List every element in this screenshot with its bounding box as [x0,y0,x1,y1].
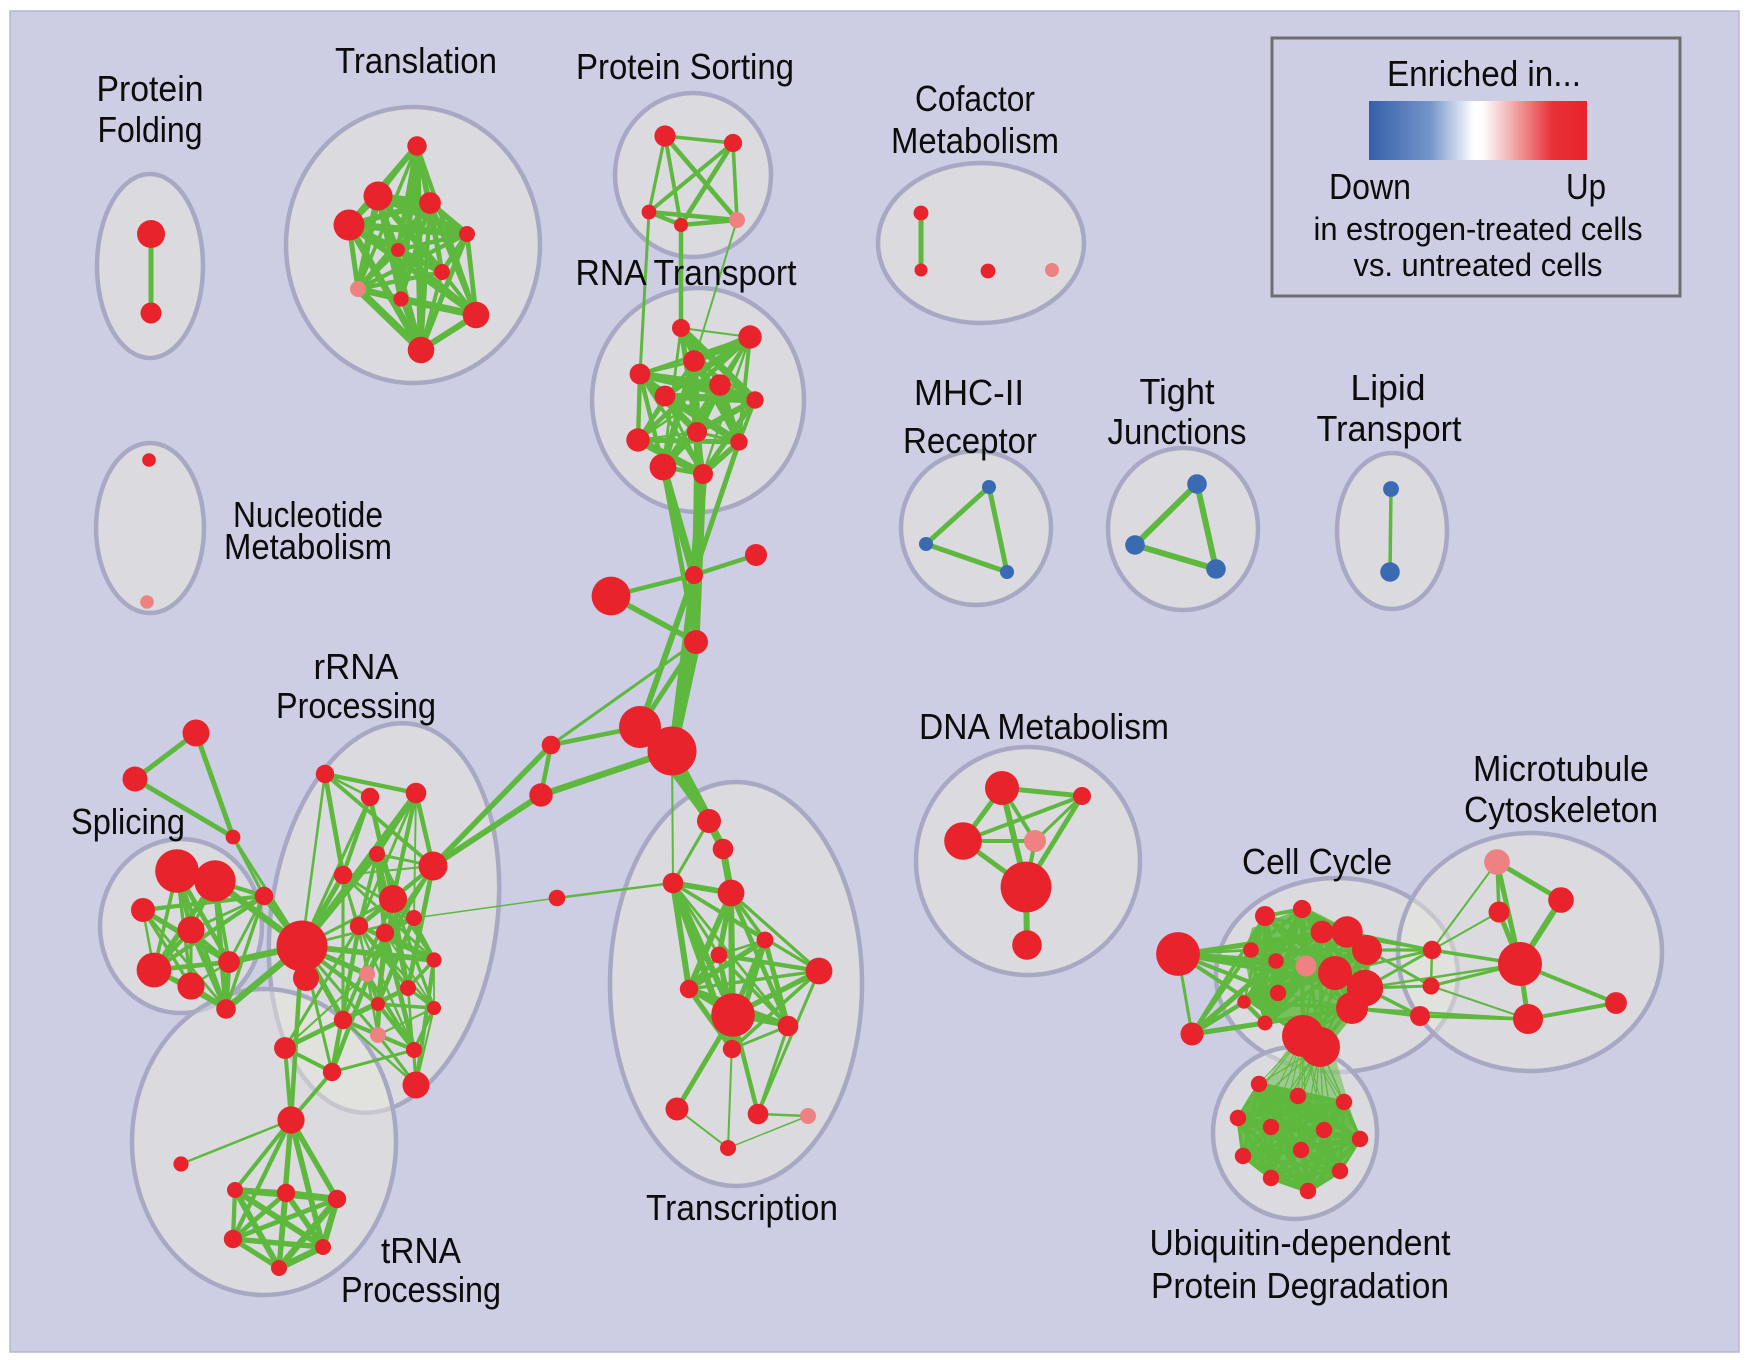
svg-text:Microtubule: Microtubule [1473,748,1649,789]
svg-text:tRNA: tRNA [381,1230,461,1271]
svg-text:Tight: Tight [1140,371,1215,412]
svg-text:RNA Transport: RNA Transport [576,252,797,293]
svg-text:Splicing: Splicing [71,801,185,842]
svg-text:in estrogen-treated cells: in estrogen-treated cells [1314,211,1643,247]
svg-text:Protein Degradation: Protein Degradation [1151,1265,1449,1306]
svg-text:Nucleotide: Nucleotide [233,494,383,535]
svg-text:Down: Down [1329,166,1411,207]
svg-text:Protein Sorting: Protein Sorting [576,46,794,87]
svg-text:Folding: Folding [98,109,203,150]
svg-text:Cofactor: Cofactor [915,78,1035,119]
svg-text:Protein: Protein [97,68,204,109]
svg-text:Lipid: Lipid [1351,367,1426,408]
svg-text:Transport: Transport [1317,408,1462,449]
svg-text:Transcription: Transcription [646,1187,838,1228]
svg-text:Metabolism: Metabolism [891,120,1059,161]
svg-text:vs. untreated cells: vs. untreated cells [1354,247,1603,283]
svg-text:Metabolism: Metabolism [224,526,392,567]
svg-text:rRNA: rRNA [314,646,399,687]
svg-text:Enriched in...: Enriched in... [1387,53,1581,94]
svg-text:Receptor: Receptor [903,420,1037,461]
svg-text:Translation: Translation [335,40,497,81]
svg-text:MHC-II: MHC-II [914,372,1024,413]
svg-text:Junctions: Junctions [1108,411,1247,452]
svg-text:Processing: Processing [276,685,436,726]
svg-text:Processing: Processing [341,1269,501,1310]
svg-text:DNA Metabolism: DNA Metabolism [919,706,1169,747]
svg-text:Cell Cycle: Cell Cycle [1242,841,1392,882]
svg-text:Cytoskeleton: Cytoskeleton [1464,789,1658,830]
svg-text:Up: Up [1566,166,1606,207]
svg-text:Ubiquitin-dependent: Ubiquitin-dependent [1150,1222,1451,1263]
